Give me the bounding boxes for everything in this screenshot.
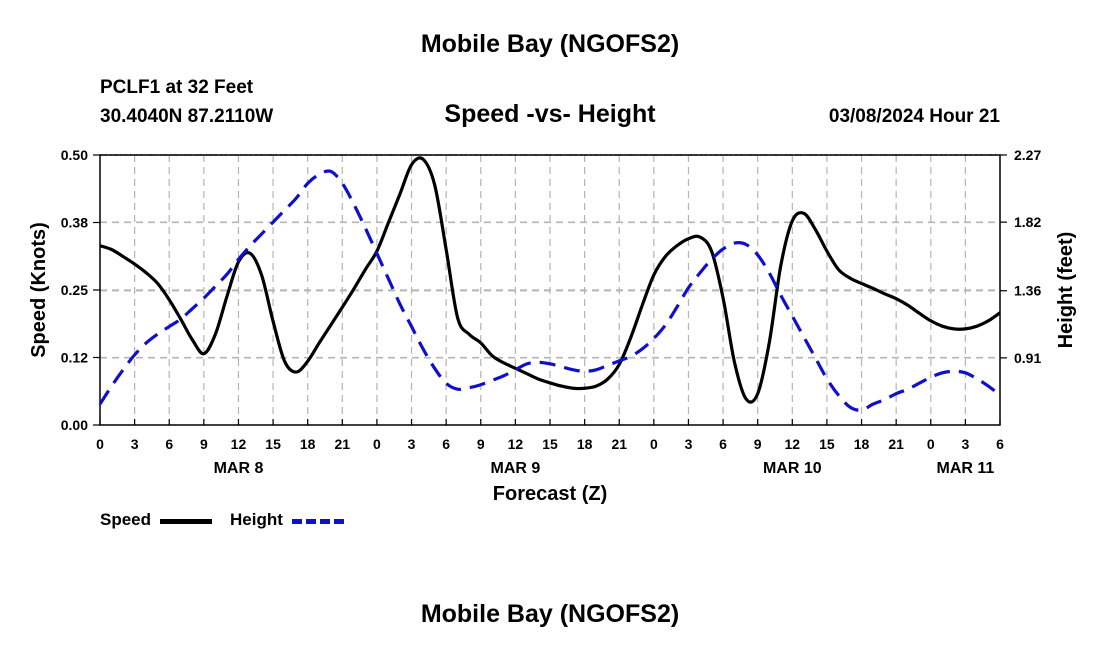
x-tick-label: 3 bbox=[961, 436, 969, 452]
day-label: MAR 9 bbox=[490, 460, 540, 477]
x-tick-label: 12 bbox=[231, 436, 247, 452]
y-axis-left-label: Speed (Knots) bbox=[28, 222, 50, 358]
x-tick-label: 9 bbox=[754, 436, 762, 452]
x-tick-label: 3 bbox=[408, 436, 416, 452]
day-label: MAR 8 bbox=[214, 460, 264, 477]
x-tick-label: 3 bbox=[685, 436, 693, 452]
x-tick-label: 15 bbox=[542, 436, 558, 452]
series bbox=[98, 156, 1001, 412]
x-tick-label: 6 bbox=[442, 436, 450, 452]
x-tick-label: 0 bbox=[373, 436, 381, 452]
x-tick-label: 9 bbox=[200, 436, 208, 452]
x-tick-label: 0 bbox=[96, 436, 104, 452]
chart-title: Speed -vs- Height bbox=[444, 100, 656, 128]
legend-speed-swatch bbox=[160, 519, 212, 524]
station-label: PCLF1 at 32 Feet bbox=[100, 77, 254, 98]
datetime-label: 03/08/2024 Hour 21 bbox=[828, 106, 1000, 127]
legend-speed-label: Speed bbox=[100, 510, 152, 529]
x-tick-label: 21 bbox=[888, 436, 904, 452]
y-axis-left: 0.00 0.12 0.25 0.38 0.50 bbox=[61, 147, 100, 433]
x-tick-label: 6 bbox=[996, 436, 1004, 452]
x-tick-label: 18 bbox=[854, 436, 870, 452]
y-right-tick-label: 2.27 bbox=[1014, 147, 1041, 163]
legend-height-swatch bbox=[292, 519, 344, 524]
y-axis-right-label: Height (feet) bbox=[1055, 232, 1077, 349]
coordinates-label: 30.4040N 87.2110W bbox=[100, 106, 274, 127]
day-label: MAR 10 bbox=[763, 460, 822, 477]
x-tick-label: 15 bbox=[265, 436, 281, 452]
y-axis-right: 0.91 1.36 1.82 2.27 bbox=[1000, 147, 1041, 366]
x-axis: 0 3 6 9 12 15 18 21 0 3 6 9 12 15 18 21 0 3 6 9 12 15 18 21 0 3 6M… bbox=[96, 419, 1004, 477]
x-tick-label: 15 bbox=[819, 436, 835, 452]
series-line-speed bbox=[99, 156, 1001, 404]
bottom-title: Mobile Bay (NGOFS2) bbox=[420, 600, 680, 628]
x-tick-label: 12 bbox=[785, 436, 801, 452]
y-left-tick-label: 0.25 bbox=[61, 282, 88, 298]
x-tick-label: 18 bbox=[577, 436, 593, 452]
x-tick-label: 12 bbox=[508, 436, 524, 452]
x-tick-label: 0 bbox=[927, 436, 935, 452]
y-left-tick-label: 0.38 bbox=[61, 215, 88, 231]
series-line-height bbox=[98, 169, 1001, 412]
x-tick-label: 6 bbox=[165, 436, 173, 452]
chart-area: 0 3 6 9 12 15 18 21 0 3 6 9 12 15 18 21 0 3 6 9 12 15 18 21 0 3 6M… bbox=[28, 147, 1077, 505]
y-left-tick-label: 0.12 bbox=[61, 350, 88, 366]
x-tick-label: 0 bbox=[650, 436, 658, 452]
day-label: MAR 11 bbox=[936, 460, 994, 477]
top-title: Mobile Bay (NGOFS2) bbox=[420, 30, 680, 58]
y-right-tick-label: 1.82 bbox=[1014, 214, 1041, 230]
x-tick-label: 3 bbox=[131, 436, 139, 452]
x-tick-label: 6 bbox=[719, 436, 727, 452]
x-tick-label: 21 bbox=[335, 436, 351, 452]
y-right-tick-label: 1.36 bbox=[1014, 283, 1041, 299]
y-left-tick-label: 0.50 bbox=[61, 147, 88, 163]
y-left-tick-label: 0.00 bbox=[61, 417, 88, 433]
x-tick-label: 18 bbox=[300, 436, 316, 452]
x-tick-label: 21 bbox=[611, 436, 627, 452]
legend-height-label: Height bbox=[230, 510, 283, 529]
y-right-tick-label: 0.91 bbox=[1014, 350, 1041, 366]
x-tick-label: 9 bbox=[477, 436, 485, 452]
x-axis-label: Forecast (Z) bbox=[493, 483, 607, 505]
